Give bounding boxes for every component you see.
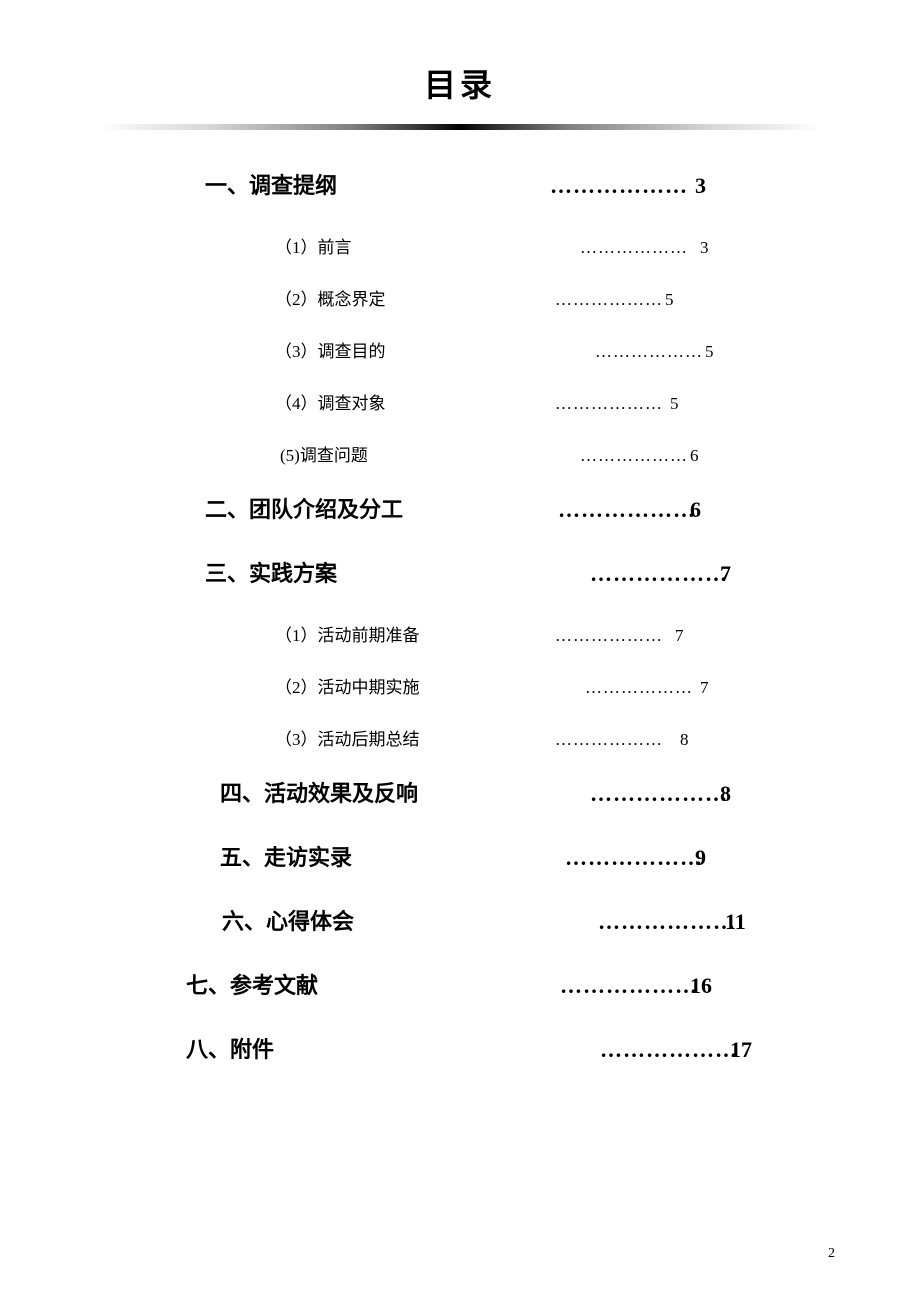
toc-entry-label: （1）活动前期准备 bbox=[275, 627, 420, 644]
toc-entry-page: 6 bbox=[690, 499, 701, 521]
toc-entry: 二、团队介绍及分工 ………………6 bbox=[100, 499, 820, 543]
toc-entry: （2）活动中期实施 ……………… 7 bbox=[100, 679, 820, 713]
toc-entry-page: 11 bbox=[725, 911, 746, 933]
toc-entry: （1）前言 ……………… 3 bbox=[100, 239, 820, 273]
toc-title: 目录 bbox=[100, 60, 820, 106]
toc-entry-page: 8 bbox=[680, 731, 689, 748]
toc-entry: 八、附件 ………………17 bbox=[100, 1039, 820, 1083]
toc-entry-page: 6 bbox=[690, 447, 699, 464]
toc-entry: 三、实践方案 ………………7 bbox=[100, 563, 820, 607]
toc-entry-label: 三、实践方案 bbox=[205, 563, 337, 585]
toc-entry-dots: ……………… bbox=[600, 1039, 738, 1061]
title-divider bbox=[100, 124, 820, 130]
toc-entry: 六、心得体会 ………………11 bbox=[100, 911, 820, 955]
toc-entry: （3）活动后期总结 ……………… 8 bbox=[100, 731, 820, 765]
toc-entry-page: 5 bbox=[665, 291, 674, 308]
toc-entry-dots: ……………… bbox=[555, 291, 663, 308]
toc-entry-page: 7 bbox=[700, 679, 709, 696]
toc-entry-label: （4）调查对象 bbox=[275, 395, 386, 412]
toc-entry-page: 5 bbox=[670, 395, 679, 412]
toc-entry: 五、走访实录 ………………9 bbox=[100, 847, 820, 891]
toc-entry-page: 5 bbox=[705, 343, 714, 360]
toc-entry-dots: ……………… bbox=[555, 395, 663, 412]
toc-entry: （2）概念界定 ………………5 bbox=[100, 291, 820, 325]
toc-entry-label: （2）活动中期实施 bbox=[275, 679, 420, 696]
toc-entry-label: 二、团队介绍及分工 bbox=[205, 499, 403, 521]
toc-entry-dots: ……………… bbox=[585, 679, 693, 696]
toc-entry-page: 16 bbox=[690, 975, 712, 997]
toc-entry-page: 9 bbox=[695, 847, 706, 869]
toc-entry-label: 四、活动效果及反响 bbox=[220, 783, 418, 805]
toc-list: 一、调查提纲………………3（1）前言………………3（2）概念界定………………5（… bbox=[100, 175, 820, 1083]
toc-entry-label: （3）调查目的 bbox=[275, 343, 386, 360]
toc-entry-dots: ……………… bbox=[555, 627, 663, 644]
toc-entry-page: 3 bbox=[695, 175, 706, 197]
toc-entry-dots: ……………… bbox=[590, 783, 728, 805]
toc-entry-dots: ……………… bbox=[598, 911, 736, 933]
page-container: 目录 一、调查提纲 ……………… 3 （1）前言 ……………… 3 （2）概念界定 ……………… bbox=[0, 0, 920, 1302]
toc-entry-dots: ……………… bbox=[558, 499, 696, 521]
toc-entry: （4）调查对象 ……………… 5 bbox=[100, 395, 820, 429]
toc-entry-page: 7 bbox=[675, 627, 684, 644]
toc-entry-label: 八、附件 bbox=[186, 1039, 274, 1061]
toc-entry: 一、调查提纲 ……………… 3 bbox=[100, 175, 820, 219]
toc-entry: (5)调查问题 ………………6 bbox=[100, 447, 820, 481]
toc-entry: 七、参考文献 ………………16 bbox=[100, 975, 820, 1019]
toc-entry-dots: ……………… bbox=[580, 239, 688, 256]
toc-entry-dots: ……………… bbox=[580, 447, 688, 464]
toc-entry-label: （2）概念界定 bbox=[275, 291, 386, 308]
toc-entry-dots: ……………… bbox=[555, 731, 663, 748]
toc-entry-label: （3）活动后期总结 bbox=[275, 731, 420, 748]
toc-entry: 四、活动效果及反响 ………………8 bbox=[100, 783, 820, 827]
toc-entry-page: 8 bbox=[720, 783, 731, 805]
toc-entry-label: 七、参考文献 bbox=[186, 975, 318, 997]
toc-entry-dots: ……………… bbox=[595, 343, 703, 360]
toc-entry-label: 五、走访实录 bbox=[220, 847, 352, 869]
toc-entry-label: 一、调查提纲 bbox=[205, 175, 337, 197]
toc-entry-label: 六、心得体会 bbox=[222, 911, 354, 933]
toc-entry: （3）调查目的 ………………5 bbox=[100, 343, 820, 377]
toc-entry-dots: ……………… bbox=[565, 847, 703, 869]
toc-entry-dots: ……………… bbox=[560, 975, 698, 997]
toc-entry-dots: ……………… bbox=[550, 175, 688, 197]
toc-entry-page: 17 bbox=[730, 1039, 752, 1061]
page-number: 2 bbox=[828, 1246, 835, 1262]
toc-entry-label: (5)调查问题 bbox=[280, 447, 368, 464]
toc-entry-page: 7 bbox=[720, 563, 731, 585]
toc-entry-page: 3 bbox=[700, 239, 709, 256]
toc-entry-label: （1）前言 bbox=[275, 239, 352, 256]
toc-entry-dots: ……………… bbox=[590, 563, 728, 585]
toc-entry: （1）活动前期准备 ……………… 7 bbox=[100, 627, 820, 661]
